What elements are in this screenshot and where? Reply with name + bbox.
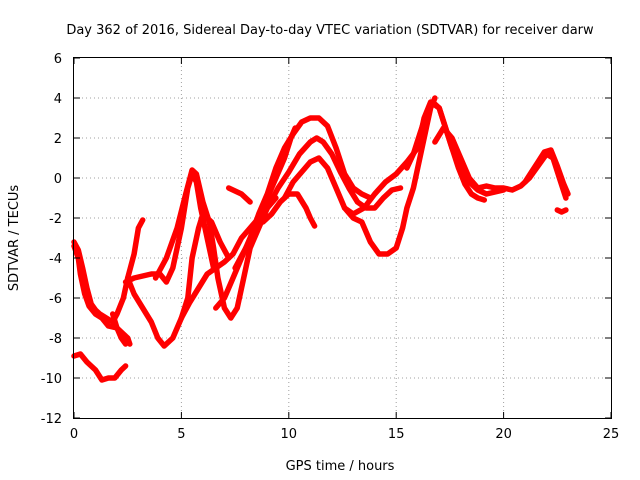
- x-tick-label: 15: [388, 427, 405, 442]
- y-tick-label: 6: [54, 52, 62, 67]
- y-axis-ticks: -12 -10 -8 -6 -4 -2 0 2 4 6: [41, 52, 611, 427]
- data-series-layer: [71, 95, 571, 383]
- x-axis-label: GPS time / hours: [286, 459, 395, 474]
- y-tick-label: 2: [54, 132, 62, 147]
- series-pass-9: [232, 135, 404, 271]
- x-tick-label: 25: [603, 427, 620, 442]
- x-axis-ticks: 0 5 10 15 20 25: [70, 58, 619, 442]
- series-pass-18: [225, 185, 253, 205]
- y-tick-label: -12: [41, 412, 62, 427]
- series-pass-17: [109, 311, 129, 347]
- y-tick-label: -6: [49, 292, 62, 307]
- series-pass-15: [522, 147, 571, 197]
- series-pass-4: [122, 171, 217, 285]
- y-tick-label: -2: [49, 212, 62, 227]
- chart-title: Day 362 of 2016, Sidereal Day-to-day VTE…: [66, 23, 594, 38]
- series-pass-11: [281, 95, 438, 257]
- y-tick-label: -8: [49, 332, 62, 347]
- plot-frame: [73, 57, 612, 419]
- y-tick-label: -10: [41, 372, 62, 387]
- y-tick-label: 0: [54, 172, 62, 187]
- grid-lines: [74, 58, 611, 418]
- series-pass-1: [71, 217, 146, 325]
- x-tick-label: 5: [177, 427, 185, 442]
- x-tick-label: 10: [281, 427, 298, 442]
- y-axis-label: SDTVAR / TECUs: [7, 185, 22, 292]
- series-pass-2: [71, 243, 133, 347]
- series-pass-10: [260, 191, 318, 229]
- series-pass-7: [178, 125, 298, 321]
- series-pass-14: [432, 125, 569, 201]
- y-tick-label: 4: [54, 92, 62, 107]
- series-pass-16: [554, 207, 569, 215]
- y-tick-label: -4: [49, 252, 62, 267]
- series-pass-3: [71, 351, 129, 383]
- x-tick-label: 20: [495, 427, 512, 442]
- series-pass-6: [152, 167, 279, 321]
- x-tick-label: 0: [70, 427, 78, 442]
